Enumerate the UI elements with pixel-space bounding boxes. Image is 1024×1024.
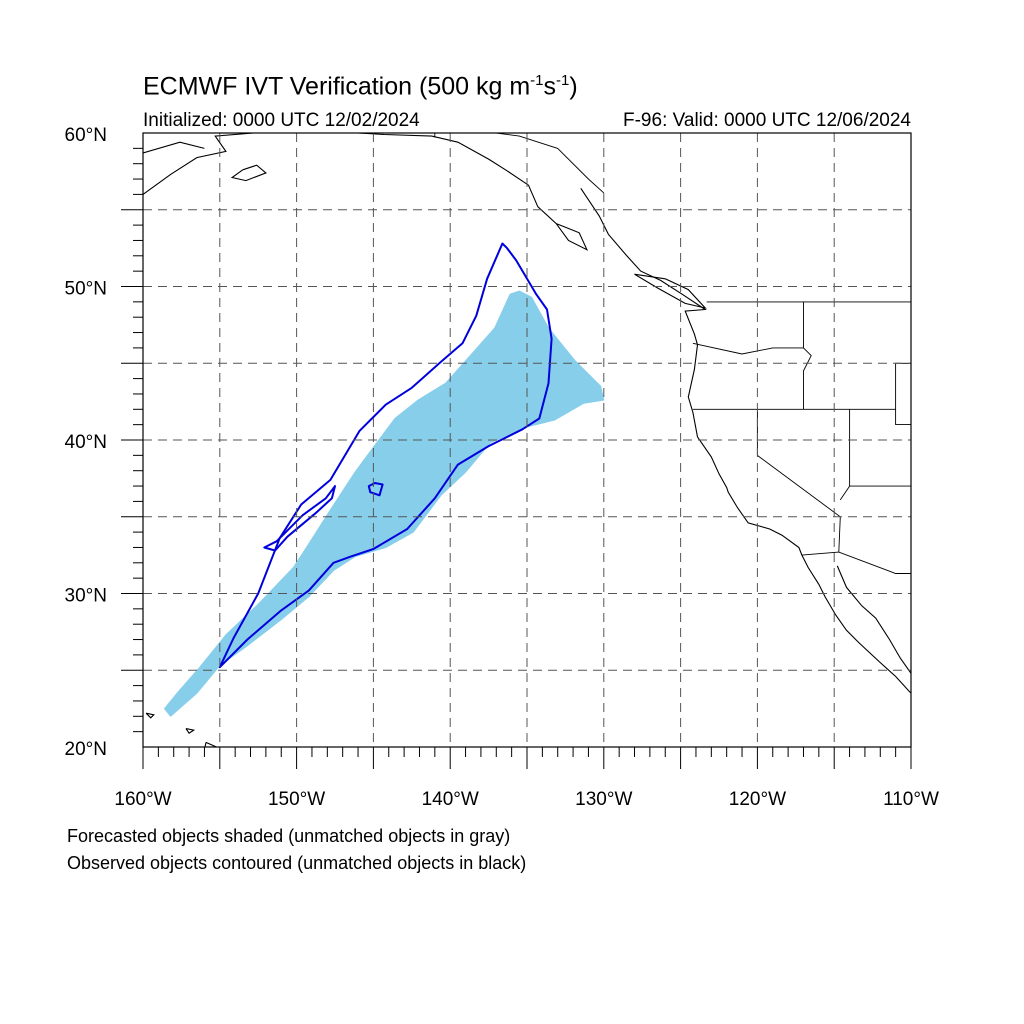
coastline-2 [230,164,267,182]
caption-observed: Observed objects contoured (unmatched ob… [67,853,527,873]
coastline-6 [836,565,911,674]
lat-label: 40°N [65,432,107,453]
border-4 [803,301,812,410]
valid-time-label: F-96: Valid: 0000 UTC 12/06/2024 [623,110,911,131]
border-7 [839,409,851,501]
axis-labels: 60°N 50°N 40°N 30°N 20°N 160°W 150°W 140°W 130°W… [65,125,939,810]
coastline-1 [143,141,205,154]
lon-label: 140°W [422,789,479,810]
observed-ivt-contour-small [367,482,384,497]
coastline-3 [357,133,589,251]
forecast-ivt-object [163,290,605,718]
border-10 [895,363,911,426]
coastline-0 [143,133,254,195]
lat-label: 50°N [65,279,107,300]
graticule-grid [143,133,911,747]
observed-ivt-contour [218,242,553,669]
coastline-8 [145,712,155,719]
lat-label: 60°N [65,125,107,146]
lon-label: 150°W [268,789,325,810]
border-1 [496,133,605,194]
chart-title: ECMWF IVT Verification (500 kg m-1s-1) [143,72,578,101]
lon-label: 120°W [729,789,786,810]
init-time-label: Initialized: 0000 UTC 12/02/2024 [143,110,420,131]
observed-ivt-contour-inner [263,485,336,552]
border-3 [692,342,804,355]
lon-label: 130°W [575,789,632,810]
lat-label: 20°N [65,739,107,760]
lon-label: 160°W [114,789,171,810]
ivt-objects-layer [163,242,605,718]
coastline-4 [580,187,911,694]
border-11 [801,551,911,574]
border-6 [756,409,841,553]
coastline-5 [634,273,707,309]
coastline-9 [185,728,196,734]
coastlines-layer [143,133,911,747]
axis-ticks [121,147,912,769]
lon-label: 110°W [883,789,939,810]
lat-label: 30°N [65,586,107,607]
coastline-7 [204,741,218,747]
caption-forecast: Forecasted objects shaded (unmatched obj… [67,826,511,846]
